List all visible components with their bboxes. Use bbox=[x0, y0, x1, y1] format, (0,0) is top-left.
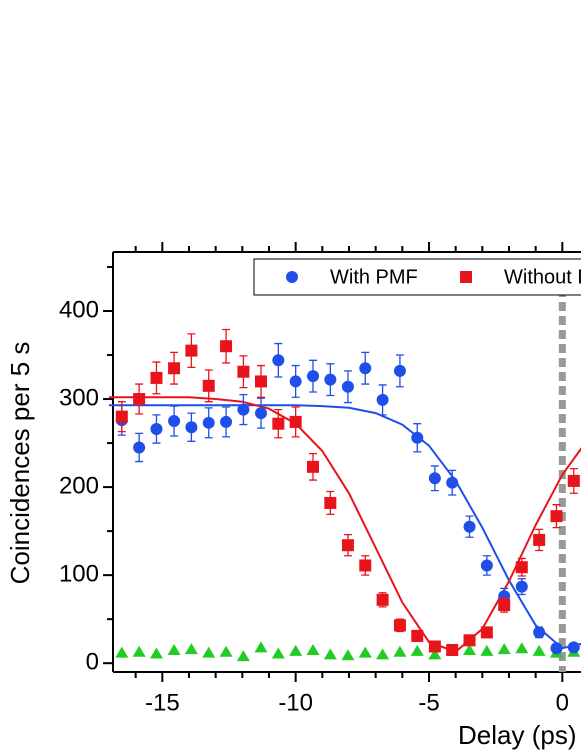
data-point bbox=[254, 641, 268, 653]
data-point bbox=[289, 415, 302, 428]
data-point bbox=[255, 407, 267, 420]
data-point bbox=[272, 417, 285, 430]
y-tick-label: 400 bbox=[59, 296, 99, 323]
data-point bbox=[236, 650, 250, 662]
legend-label: Without PMF bbox=[504, 266, 581, 288]
data-point bbox=[393, 364, 406, 377]
data-point bbox=[515, 580, 528, 593]
y-tick-label: 0 bbox=[86, 649, 99, 676]
data-point bbox=[307, 370, 319, 383]
legend-marker bbox=[286, 271, 298, 283]
data-point bbox=[307, 460, 319, 473]
data-point bbox=[341, 649, 355, 661]
data-point bbox=[237, 365, 250, 378]
data-point bbox=[567, 474, 580, 487]
data-point bbox=[341, 539, 354, 552]
data-point bbox=[393, 619, 406, 632]
data-point bbox=[289, 375, 302, 388]
data-point bbox=[149, 647, 163, 659]
data-point bbox=[446, 643, 459, 656]
data-point bbox=[167, 643, 181, 655]
data-point bbox=[567, 641, 580, 654]
data-point bbox=[289, 644, 303, 656]
data-point bbox=[376, 393, 389, 406]
legend: With PMF Without PMF bbox=[253, 258, 581, 296]
data-point bbox=[550, 642, 563, 655]
data-point bbox=[428, 648, 442, 660]
data-point bbox=[359, 362, 372, 375]
data-point bbox=[237, 403, 250, 416]
data-point bbox=[393, 645, 407, 657]
data-point bbox=[480, 626, 493, 639]
data-point bbox=[185, 421, 198, 434]
data-point bbox=[133, 441, 146, 454]
data-point bbox=[376, 593, 389, 606]
data-point bbox=[324, 373, 337, 386]
data-point bbox=[480, 559, 493, 572]
data-point bbox=[341, 380, 354, 393]
x-tick-label: -5 bbox=[418, 689, 439, 716]
fit-curve bbox=[109, 404, 581, 650]
legend-box bbox=[253, 258, 581, 296]
data-point bbox=[428, 640, 441, 653]
data-point bbox=[533, 533, 546, 546]
data-point bbox=[272, 354, 285, 367]
data-point bbox=[184, 643, 198, 655]
data-point bbox=[115, 646, 129, 658]
data-point bbox=[463, 520, 476, 533]
x-tick-label: -15 bbox=[145, 689, 180, 716]
data-point bbox=[202, 646, 216, 658]
data-point bbox=[446, 476, 459, 489]
data-point bbox=[220, 415, 233, 428]
x-tick-label: 0 bbox=[556, 689, 569, 716]
data-point bbox=[359, 559, 372, 572]
data-point bbox=[202, 379, 215, 392]
fit-curve bbox=[109, 396, 581, 653]
data-point bbox=[463, 643, 477, 655]
y-tick-label: 100 bbox=[59, 560, 99, 587]
data-point bbox=[168, 415, 181, 428]
data-point bbox=[358, 646, 372, 658]
data-point bbox=[202, 416, 215, 429]
data-point bbox=[133, 393, 146, 406]
y-axis-label: Coincidences per 5 s bbox=[5, 342, 35, 585]
data-point bbox=[306, 643, 320, 655]
data-point bbox=[150, 371, 163, 384]
data-point bbox=[323, 648, 337, 660]
data-point bbox=[533, 626, 546, 639]
data-point bbox=[115, 410, 128, 423]
data-point bbox=[168, 362, 181, 375]
data-point bbox=[463, 634, 476, 647]
data-point bbox=[411, 431, 424, 444]
y-tick-label: 200 bbox=[59, 472, 99, 499]
data-point bbox=[515, 642, 529, 654]
y-tick-label: 300 bbox=[59, 384, 99, 411]
data-point bbox=[219, 645, 233, 657]
data-point bbox=[376, 648, 390, 660]
data-point bbox=[480, 644, 494, 656]
x-axis-label: Delay (ps) bbox=[458, 720, 576, 750]
data-point bbox=[220, 340, 233, 353]
data-point bbox=[255, 375, 267, 388]
data-point bbox=[150, 422, 163, 435]
data-point bbox=[271, 647, 285, 659]
data-point bbox=[410, 644, 424, 656]
data-point bbox=[132, 645, 146, 657]
data-point bbox=[324, 496, 337, 509]
data-point bbox=[532, 644, 546, 656]
x-tick-label: -10 bbox=[278, 689, 313, 716]
legend-label: With PMF bbox=[330, 266, 418, 288]
data-point bbox=[185, 344, 198, 357]
data-point bbox=[550, 510, 563, 523]
data-point bbox=[428, 472, 441, 485]
legend-marker bbox=[460, 271, 472, 283]
data-point bbox=[515, 561, 528, 574]
data-point bbox=[497, 643, 511, 655]
data-point bbox=[411, 629, 424, 642]
data-point bbox=[498, 599, 511, 612]
